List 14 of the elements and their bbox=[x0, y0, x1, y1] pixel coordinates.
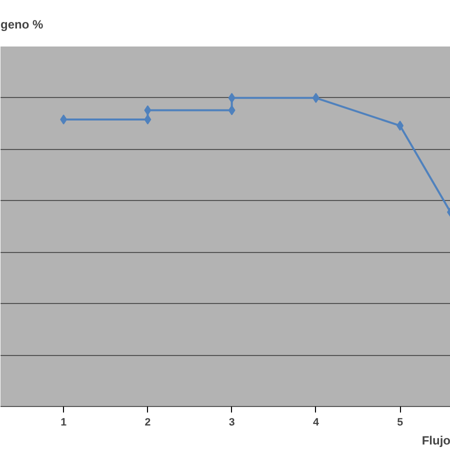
point bbox=[312, 92, 320, 103]
point bbox=[396, 120, 404, 131]
point bbox=[228, 105, 236, 116]
text: geno % bbox=[0, 18, 44, 32]
x-axis-title: Flujo bbox=[422, 434, 450, 448]
x-tick-label: 2 bbox=[144, 416, 151, 428]
point bbox=[144, 114, 152, 125]
x-tick-label: 3 bbox=[228, 416, 235, 428]
point bbox=[144, 105, 152, 116]
point bbox=[60, 114, 68, 125]
x-tick-label: 5 bbox=[397, 416, 404, 428]
x-tick-label: 4 bbox=[312, 416, 319, 428]
point bbox=[228, 92, 236, 103]
x-tick-label: 1 bbox=[60, 416, 67, 428]
